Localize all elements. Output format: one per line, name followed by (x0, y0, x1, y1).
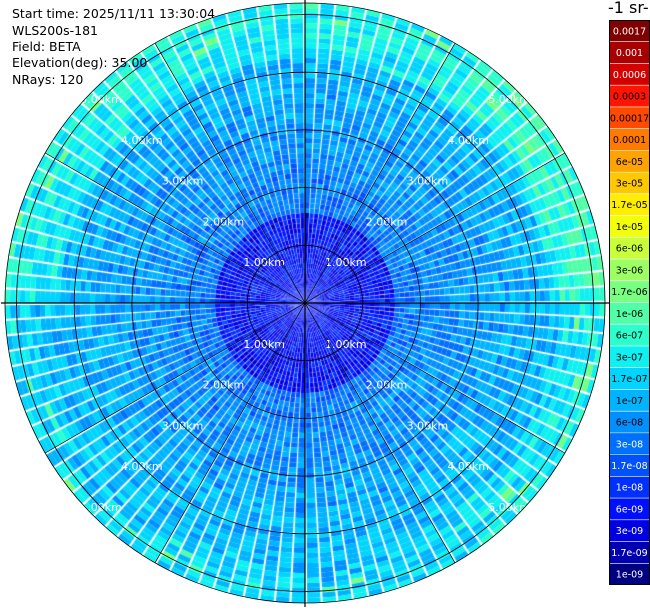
colorbar-tick-label: 0.0017 (613, 26, 646, 37)
colorbar-tick-label: 3e-06 (616, 265, 643, 276)
azimuth-spoke (304, 43, 456, 304)
colorbar-swatch (609, 280, 650, 303)
device-text: WLS200s-181 (12, 23, 98, 38)
colorbar-tick-label: 0.00017 (610, 113, 649, 124)
colorbar-swatch (609, 324, 650, 347)
colorbar-swatch (609, 85, 650, 108)
colorbar-swatch (609, 432, 650, 456)
colorbar-tick-label: 3e-07 (616, 352, 643, 363)
colorbar-swatch (609, 498, 650, 521)
colorbar-tick-label: 1.7e-07 (611, 374, 647, 385)
colorbar-tick-label: 3e-08 (616, 439, 643, 450)
azimuth-spoke (154, 43, 306, 304)
colorbar-swatch (609, 193, 650, 217)
colorbar-tick-label: 1e-09 (616, 570, 643, 581)
colorbar-swatch (609, 41, 650, 64)
azimuth-spoke (304, 152, 565, 304)
colorbar-tick-label: 3e-09 (616, 526, 643, 537)
colorbar-tick-label: 1e-07 (616, 396, 643, 407)
colorbar-tick-label: 3e-05 (616, 178, 643, 189)
elevation-text: Elevation(deg): 35.00 (12, 55, 148, 70)
colorbar-tick-label: 0.0001 (613, 135, 646, 146)
colorbar-tick-label: 1.7e-09 (611, 548, 647, 559)
colorbar-swatch (609, 237, 650, 260)
nrays-text: NRays: 120 (12, 72, 84, 87)
colorbar-tick-label: 0.001 (616, 48, 643, 59)
colorbar-tick-label: 1.7e-06 (611, 287, 647, 298)
colorbar-swatch (609, 563, 650, 585)
colorbar-swatch (609, 20, 650, 43)
colorbar-tick-label: 1e-08 (616, 483, 643, 494)
azimuth-spoke (45, 152, 306, 304)
colorbar-tick-label: 1.7e-05 (611, 200, 647, 211)
azimuth-spoke (45, 302, 306, 454)
colorbar-swatch (609, 389, 650, 412)
start-time-text: Start time: 2025/11/11 13:30:04 (12, 6, 216, 21)
colorbar-swatch (609, 367, 650, 390)
colorbar-swatch (609, 411, 650, 434)
colorbar-tick-label: 1.7e-08 (611, 461, 647, 472)
azimuth-spoke (304, 302, 565, 454)
colorbar-tick-label: 0.0003 (613, 92, 646, 103)
colorbar-swatch (609, 128, 650, 151)
colorbar-tick-label: 6e-09 (616, 504, 643, 515)
colorbar-tick-label: 0.0006 (613, 70, 646, 81)
field-text: Field: BETA (12, 39, 81, 54)
colorbar-swatch (609, 172, 650, 195)
colorbar-title: -1 sr- (608, 0, 649, 17)
colorbar-tick-label: 6e-07 (616, 331, 643, 342)
colorbar-tick-label: 1e-06 (616, 309, 643, 320)
colorbar-tick-label: 6e-05 (616, 157, 643, 168)
colorbar-tick-label: 6e-06 (616, 244, 643, 255)
colorbar-swatch (609, 345, 650, 369)
colorbar-tick-label: 1e-05 (616, 222, 643, 233)
colorbar-swatch (609, 215, 650, 238)
colorbar-swatch (609, 150, 650, 173)
colorbar-swatch (609, 63, 650, 86)
colorbar-swatch (609, 302, 650, 325)
colorbar: 0.0017 0.001 0.0006 0.0003 0.00017 0.0001 6e-0… (609, 20, 650, 585)
colorbar-swatch (609, 519, 650, 543)
colorbar-swatch (609, 259, 650, 282)
colorbar-swatch (609, 541, 650, 564)
colorbar-swatch (609, 454, 650, 477)
colorbar-tick-label: 6e-08 (616, 418, 643, 429)
colorbar-swatch (609, 476, 650, 499)
azimuth-spoke (154, 302, 306, 563)
colorbar-swatch (609, 106, 650, 130)
azimuth-spoke (304, 302, 456, 563)
